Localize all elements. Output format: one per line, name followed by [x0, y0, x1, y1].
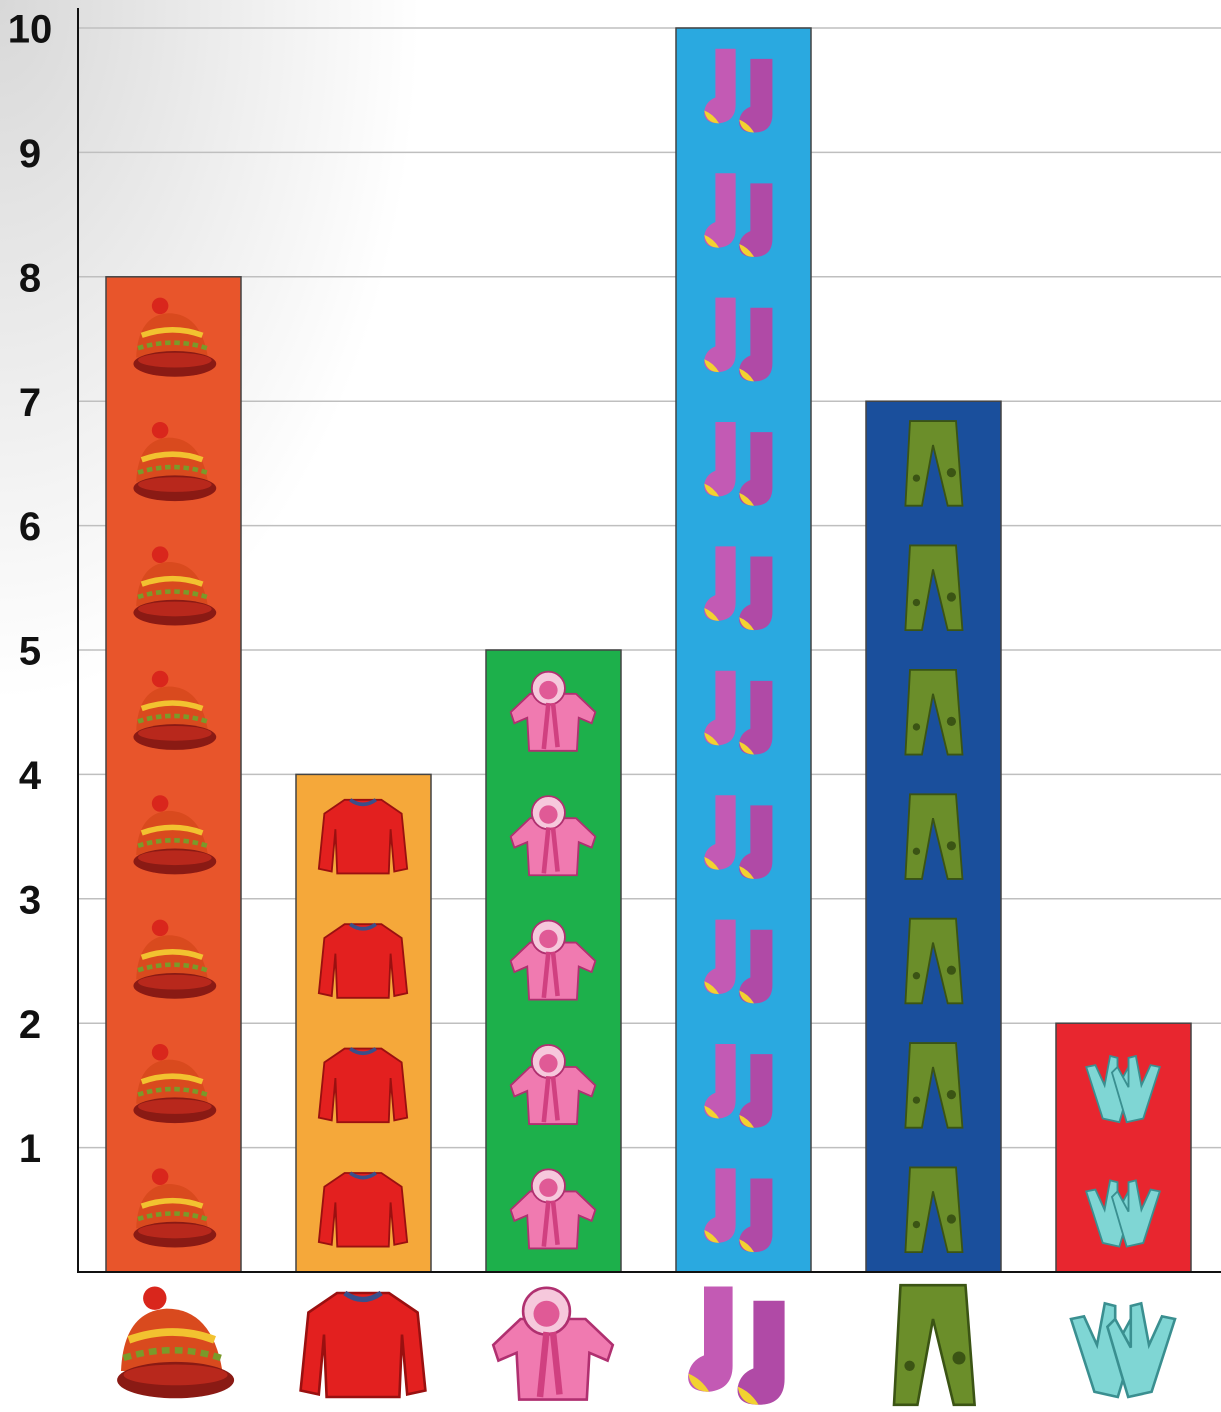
bar	[865, 400, 1002, 1273]
pictogram	[317, 1171, 409, 1249]
bar	[675, 27, 812, 1273]
y-tick-label: 6	[19, 505, 41, 549]
y-tick-label: 7	[19, 381, 41, 425]
y-tick-label: 2	[19, 1003, 41, 1047]
y-tick-label: 9	[19, 132, 41, 176]
pictogram	[317, 797, 409, 876]
pictogram	[317, 1046, 409, 1125]
pictogram	[317, 922, 409, 1000]
y-tick-label: 4	[19, 754, 42, 798]
category-icon	[301, 1293, 426, 1397]
y-tick-label: 8	[19, 256, 41, 300]
y-tick-label: 5	[19, 630, 41, 674]
y-tick-label: 1	[19, 1127, 41, 1171]
y-tick-label: 3	[19, 878, 41, 922]
y-tick-label: 10	[8, 8, 53, 52]
